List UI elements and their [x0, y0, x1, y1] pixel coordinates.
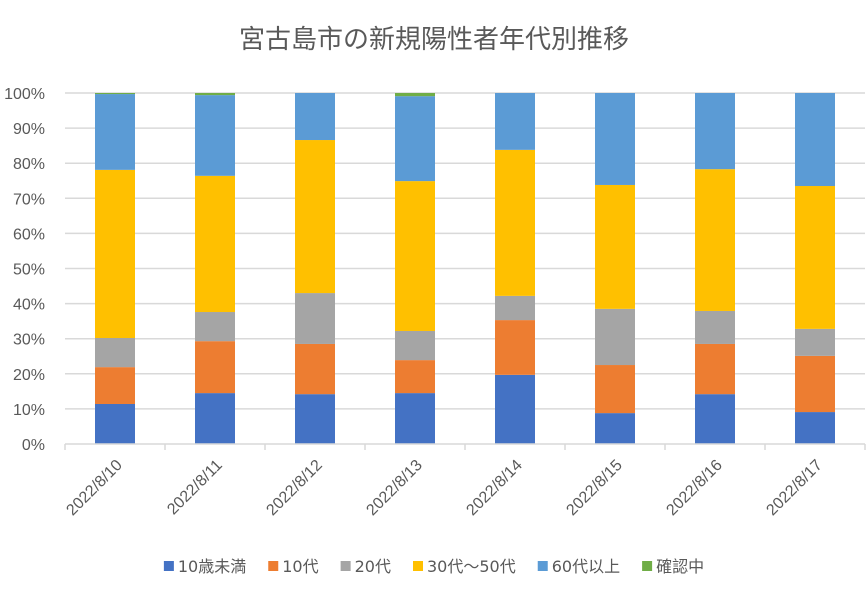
bar-segment — [195, 312, 235, 342]
bar-segment — [195, 393, 235, 444]
bar-segment — [495, 93, 535, 150]
bar-segment — [195, 95, 235, 176]
x-tick-label: 2022/8/11 — [164, 457, 226, 519]
bar-segment — [395, 360, 435, 394]
y-tick-label: 80% — [13, 156, 45, 173]
legend-swatch — [413, 561, 423, 571]
bar-segment — [195, 175, 235, 313]
x-tick-label: 2022/8/16 — [663, 457, 725, 519]
bar-segment — [595, 93, 635, 185]
bar-segment — [795, 186, 835, 329]
bar-segment — [295, 93, 335, 141]
bar-segment — [595, 365, 635, 414]
bar-segment — [795, 93, 835, 187]
legend-item: 30代〜50代 — [413, 557, 516, 576]
bar-segment — [595, 184, 635, 309]
bar-segment — [95, 93, 135, 95]
bar-segment — [195, 93, 235, 96]
bar-segment — [395, 330, 435, 361]
legend-label: 10代 — [282, 557, 318, 576]
legend-item: 確認中 — [642, 557, 704, 576]
bar-segment — [395, 181, 435, 331]
y-tick-label: 70% — [13, 191, 45, 208]
y-tick-label: 90% — [13, 121, 45, 138]
y-tick-label: 100% — [4, 86, 45, 103]
x-tick-label: 2022/8/17 — [763, 457, 825, 519]
bar-segment — [495, 149, 535, 296]
bar-segment — [695, 169, 735, 311]
bar-segment — [795, 328, 835, 356]
bar-segment — [95, 94, 135, 170]
bars — [95, 93, 835, 444]
bar-segment — [795, 355, 835, 413]
legend-swatch — [537, 561, 548, 571]
legend-label: 20代 — [355, 557, 391, 576]
bar-segment — [195, 341, 235, 394]
y-tick-label: 40% — [13, 297, 45, 314]
legend-item: 10代 — [268, 557, 319, 576]
legend-swatch — [163, 561, 174, 571]
bar-segment — [495, 295, 535, 321]
bar-segment — [295, 343, 335, 395]
bar-segment — [695, 310, 735, 344]
bar-segment — [395, 393, 435, 444]
x-tick-label: 2022/8/15 — [563, 457, 625, 519]
x-tick-label: 2022/8/10 — [63, 457, 125, 519]
x-tick-label: 2022/8/14 — [463, 457, 525, 519]
legend-label: 30代〜50代 — [427, 557, 516, 576]
bar-segment — [395, 93, 435, 97]
y-tick-label: 0% — [22, 437, 45, 454]
x-tick-label: 2022/8/13 — [363, 457, 425, 519]
bar-segment — [695, 93, 735, 170]
bar-segment — [295, 394, 335, 444]
bar-segment — [595, 308, 635, 366]
x-tick-label: 2022/8/12 — [263, 457, 325, 519]
y-axis: 0% 10% 20% 30% 40% 50% 60% 70% 80% 90% 100% — [4, 86, 45, 454]
legend-swatch — [268, 561, 279, 571]
legend-label: 60代以上 — [552, 557, 620, 576]
bar-segment — [695, 343, 735, 395]
bar-segment — [295, 140, 335, 294]
bar-segment — [595, 413, 635, 444]
bar-segment — [95, 367, 135, 404]
y-tick-label: 20% — [13, 367, 45, 384]
gridlines — [65, 92, 865, 410]
bar-segment — [495, 374, 535, 444]
bar-segment — [395, 96, 435, 182]
bar-segment — [95, 169, 135, 338]
bar-segment — [95, 403, 135, 444]
legend-label: 確認中 — [656, 557, 704, 576]
y-tick-label: 30% — [13, 332, 45, 349]
legend: 10歳未満 10代 20代 30代〜50代 60代以上 確認中 — [163, 557, 704, 576]
legend-item: 60代以上 — [537, 557, 620, 576]
legend-label: 10歳未満 — [178, 557, 246, 576]
bar-segment — [695, 394, 735, 444]
y-tick-label: 10% — [13, 402, 45, 419]
bar-segment — [295, 293, 335, 344]
x-axis: 2022/8/10 2022/8/11 2022/8/12 2022/8/13 2022… — [63, 443, 866, 519]
legend-swatch — [340, 561, 351, 571]
bar-segment — [795, 412, 835, 444]
legend-item: 20代 — [340, 557, 391, 576]
legend-item: 10歳未満 — [163, 557, 246, 576]
y-tick-label: 50% — [13, 262, 45, 279]
bar-segment — [495, 320, 535, 375]
bar-segment — [95, 337, 135, 368]
y-tick-label: 60% — [13, 226, 45, 243]
legend-swatch — [642, 561, 653, 571]
chart-title: 宮古島市の新規陽性者年代別推移 — [239, 25, 629, 55]
